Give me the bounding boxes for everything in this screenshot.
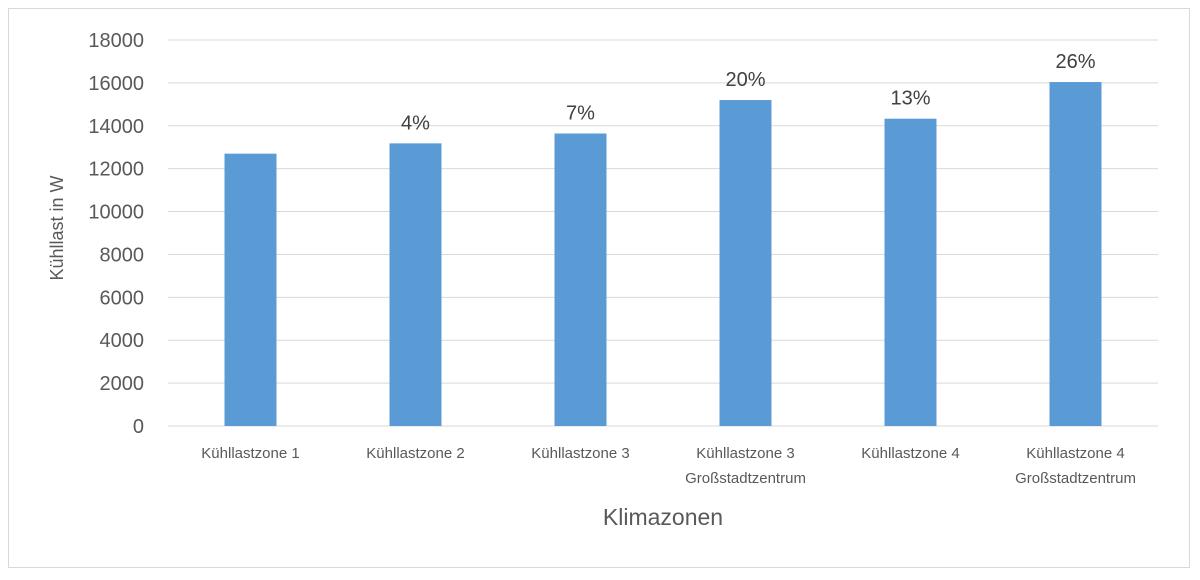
x-tick-label: Kühllastzone 4 bbox=[861, 445, 959, 462]
data-label: 13% bbox=[890, 88, 930, 110]
x-tick-label: Kühllastzone 1 bbox=[201, 445, 299, 462]
x-tick-label: Kühllastzone 3 bbox=[696, 445, 794, 462]
y-tick-label: 8000 bbox=[100, 244, 145, 266]
bars bbox=[224, 82, 1102, 427]
y-tick-label: 10000 bbox=[88, 202, 144, 224]
y-tick-label: 4000 bbox=[100, 330, 145, 352]
y-tick-label: 12000 bbox=[88, 159, 144, 181]
x-tick-label: Großstadtzentrum bbox=[685, 470, 806, 487]
data-label: 26% bbox=[1055, 51, 1095, 73]
bar bbox=[554, 133, 607, 426]
data-label: 7% bbox=[566, 102, 595, 124]
y-tick-label: 18000 bbox=[88, 30, 144, 52]
x-tick-label: Großstadtzentrum bbox=[1015, 470, 1136, 487]
data-label: 20% bbox=[725, 69, 765, 91]
bar bbox=[1049, 82, 1102, 426]
x-tick-label: Kühllastzone 3 bbox=[531, 445, 629, 462]
y-tick-label: 2000 bbox=[100, 373, 145, 395]
x-axis-title: Klimazonen bbox=[603, 504, 723, 530]
y-tick-label: 14000 bbox=[88, 116, 144, 138]
y-tick-label: 16000 bbox=[88, 73, 144, 95]
x-tick-label: Kühllastzone 4 bbox=[1026, 445, 1124, 462]
y-axis-title: Kühllast in W bbox=[47, 175, 67, 280]
y-tick-label: 0 bbox=[133, 416, 144, 438]
bar bbox=[224, 153, 277, 426]
data-labels: 4% 7% 20% 13% 26% bbox=[401, 51, 1096, 134]
x-axis-ticks: Kühllastzone 1 Kühllastzone 2 Kühllastzone… bbox=[201, 445, 1136, 487]
bar bbox=[719, 100, 772, 427]
bar bbox=[884, 118, 937, 426]
y-tick-label: 6000 bbox=[100, 287, 145, 309]
gridlines bbox=[168, 39, 1158, 427]
x-tick-label: Kühllastzone 2 bbox=[366, 445, 464, 462]
bar bbox=[389, 143, 442, 426]
y-axis-ticks: 0 2000 4000 6000 8000 10000 12000 14000 16000 180… bbox=[88, 30, 144, 438]
data-label: 4% bbox=[401, 112, 430, 134]
